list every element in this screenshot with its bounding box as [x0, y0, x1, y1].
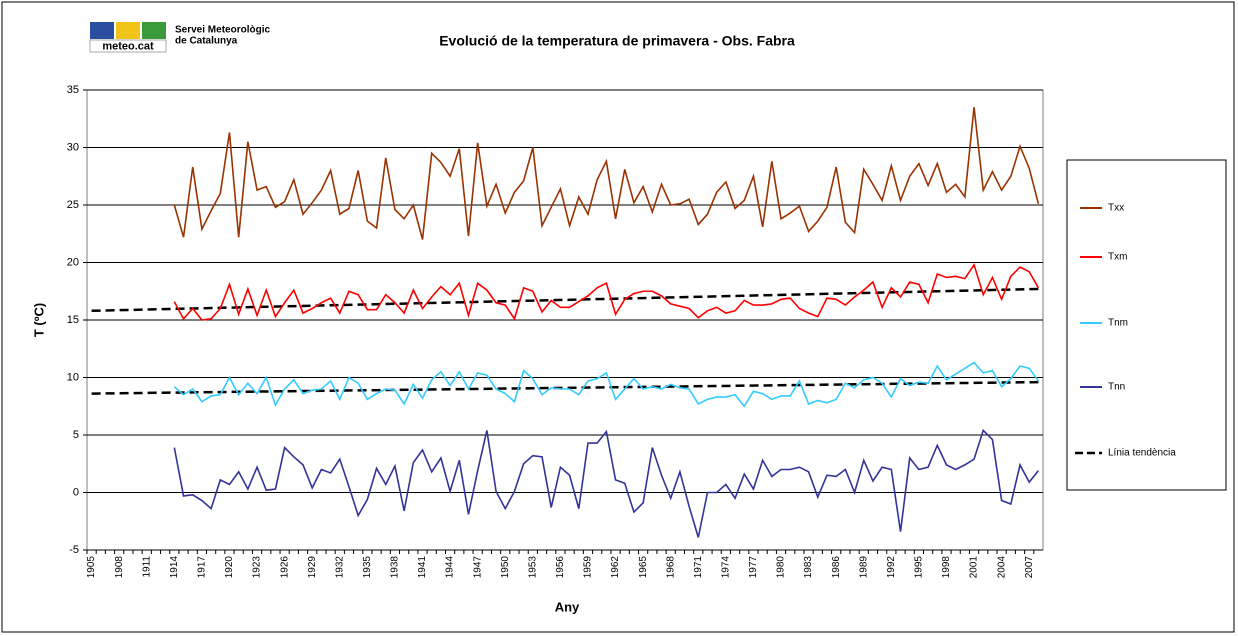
trend-line	[91, 380, 1039, 395]
x-tick-label: 1974	[721, 556, 732, 579]
x-tick-label: 1956	[555, 556, 566, 579]
logo-square	[116, 22, 140, 39]
legend-label: Tnn	[1108, 382, 1125, 393]
x-tick-label: 1962	[610, 556, 621, 579]
x-tick-label: 1923	[252, 556, 263, 579]
chart-title: Evolució de la temperatura de primavera …	[439, 33, 795, 49]
logo-square	[90, 22, 114, 39]
series-line	[173, 361, 1040, 408]
trend-line	[91, 287, 1039, 313]
legend-label: Txm	[1108, 252, 1127, 263]
y-tick-label: 35	[67, 84, 79, 96]
legend-label: Línia tendència	[1108, 448, 1176, 459]
logo: meteo.cat Servei Meteorològic de Catalun…	[89, 22, 270, 53]
y-tick-label: 5	[73, 429, 79, 441]
x-tick-label: 1935	[362, 556, 373, 579]
y-tick-label: -5	[69, 544, 79, 556]
series-line	[173, 107, 1040, 240]
x-tick-label: 2001	[969, 556, 980, 579]
x-tick-label: 1908	[114, 556, 125, 579]
x-tick-label: 1998	[941, 556, 952, 579]
y-tick-label: 25	[67, 199, 79, 211]
x-tick-label: 1986	[831, 556, 842, 579]
x-tick-label: 1941	[417, 556, 428, 579]
y-tick-label: 0	[73, 486, 79, 498]
y-tick-label: 20	[67, 256, 79, 268]
logo-frame	[89, 39, 167, 53]
x-tick-label: 1929	[307, 556, 318, 579]
x-tick-label: 1932	[334, 556, 345, 579]
x-tick-label: 1914	[169, 556, 180, 579]
y-tick-label: 30	[67, 141, 79, 153]
logo-text: meteo.cat	[102, 40, 154, 52]
legend-label: Tnm	[1108, 318, 1128, 329]
x-tick-label: 2004	[996, 556, 1007, 579]
x-tick-label: 1995	[914, 556, 925, 579]
organization: Servei Meteorològic	[175, 25, 270, 36]
x-tick-label: 1959	[583, 556, 594, 579]
legend	[1066, 159, 1227, 491]
x-tick-label: 1989	[858, 556, 869, 579]
x-tick-label: 1938	[390, 556, 401, 579]
x-tick-label: 2007	[1024, 556, 1035, 579]
y-tick-label: 15	[67, 314, 79, 326]
x-tick-label: 1992	[886, 556, 897, 579]
x-tick-label: 1920	[224, 556, 235, 579]
x-tick-label: 1947	[472, 556, 483, 579]
x-tick-label: 1953	[527, 556, 538, 579]
x-tick-label: 1983	[803, 556, 814, 579]
y-tick-label: 10	[67, 371, 79, 383]
x-tick-label: 1965	[638, 556, 649, 579]
x-tick-label: 1968	[665, 556, 676, 579]
x-tick-label: 1977	[748, 556, 759, 579]
x-tick-label: 1926	[279, 556, 290, 579]
x-tick-label: 1905	[86, 556, 97, 579]
legend-label: Txx	[1108, 203, 1124, 214]
x-tick-label: 1950	[500, 556, 511, 579]
x-tick-label: 1911	[141, 556, 152, 578]
x-tick-label: 1944	[445, 556, 456, 579]
x-tick-label: 1917	[197, 556, 208, 579]
y-axis-title: T (ºC)	[31, 303, 46, 337]
series-line	[173, 428, 1040, 538]
organization: de Catalunya	[175, 36, 238, 47]
logo-square	[142, 22, 166, 39]
x-tick-label: 1971	[693, 556, 704, 579]
series-line	[173, 262, 1040, 321]
x-axis-title: Any	[555, 599, 580, 614]
x-tick-label: 1980	[776, 556, 787, 579]
